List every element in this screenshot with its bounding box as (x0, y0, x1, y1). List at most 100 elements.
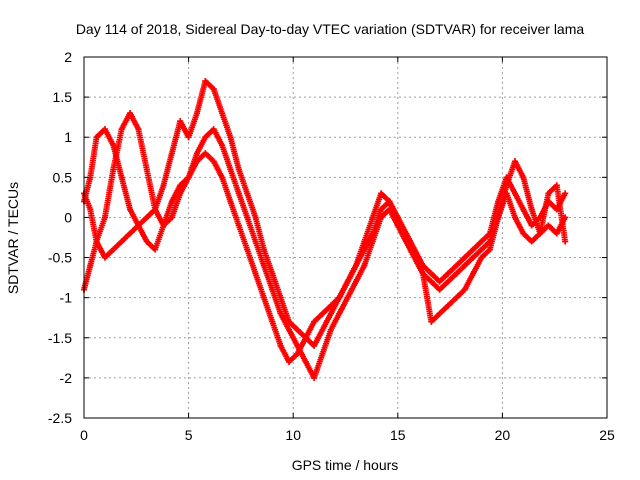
data-point (244, 214, 251, 221)
data-point (110, 142, 117, 149)
y-tick-label: 1.5 (53, 89, 73, 105)
data-point (269, 270, 276, 277)
data-point (428, 318, 435, 325)
data-point (152, 206, 159, 213)
data-point (210, 158, 217, 165)
y-tick-label: 2 (64, 49, 72, 65)
data-point (470, 270, 477, 277)
data-point (101, 214, 108, 221)
data-point (336, 310, 343, 317)
data-point (118, 174, 125, 181)
data-point (495, 214, 502, 221)
data-point (135, 222, 142, 229)
data-point (344, 294, 351, 301)
data-point (202, 78, 209, 85)
data-point (210, 86, 217, 93)
data-point (135, 126, 142, 133)
data-point (252, 214, 259, 221)
data-point (193, 110, 200, 117)
data-point (311, 318, 318, 325)
data-point (219, 110, 226, 117)
data-point (277, 294, 284, 301)
data-point (361, 262, 368, 269)
data-point (101, 254, 108, 261)
data-point (177, 190, 184, 197)
data-point (369, 214, 376, 221)
data-point (436, 278, 443, 285)
data-point (210, 126, 217, 133)
data-point (286, 358, 293, 365)
data-point (110, 246, 117, 253)
data-point (453, 270, 460, 277)
data-point (478, 254, 485, 261)
data-point (319, 350, 326, 357)
data-point (553, 182, 560, 189)
data-point (545, 222, 552, 229)
data-point (127, 206, 134, 213)
data-point (227, 166, 234, 173)
y-tick-label: -2.5 (48, 410, 72, 426)
series-track-3 (81, 78, 569, 349)
plot-frame (83, 56, 608, 419)
x-tick-label: 0 (80, 427, 88, 443)
data-point (302, 358, 309, 365)
data-point (361, 238, 368, 245)
data-point (520, 174, 527, 181)
data-point (143, 166, 150, 173)
data-point (244, 246, 251, 253)
data-point (386, 198, 393, 205)
data-point (327, 310, 334, 317)
data-point (562, 190, 569, 197)
data-point (193, 150, 200, 157)
data-point (286, 318, 293, 325)
data-point (528, 222, 535, 229)
data-point (352, 278, 359, 285)
data-point (244, 190, 251, 197)
data-point (127, 230, 134, 237)
data-point (219, 174, 226, 181)
data-point (511, 190, 518, 197)
axis-ticks: 0 5 10 15 20 25 -2.5 -2 -1.5 -1 -0.5 0 0.5 1 1.5 2 (48, 49, 615, 443)
data-point (553, 230, 560, 237)
data-point (87, 262, 94, 269)
data-point (478, 246, 485, 253)
data-point (537, 214, 544, 221)
data-point (562, 238, 569, 245)
data-point (227, 134, 234, 141)
data-point (294, 326, 301, 333)
data-point (260, 294, 267, 301)
data-point (486, 246, 493, 253)
data-point (319, 310, 326, 317)
data-point (528, 238, 535, 245)
data-point (453, 294, 460, 301)
data-point (445, 270, 452, 277)
data-point (118, 126, 125, 133)
data-point (177, 118, 184, 125)
y-axis-label: SDTVAR / TECUs (5, 182, 21, 294)
data-point (520, 206, 527, 213)
data-point (545, 190, 552, 197)
data-point (219, 142, 226, 149)
y-tick-label: -1.5 (48, 330, 72, 346)
data-point (403, 238, 410, 245)
data-point (252, 238, 259, 245)
x-tick-label: 25 (599, 427, 615, 443)
data-point (160, 182, 167, 189)
data-point (445, 302, 452, 309)
y-tick-label: 0 (64, 209, 72, 225)
x-axis-label: GPS time / hours (292, 457, 399, 473)
data-point (511, 214, 518, 221)
data-point (461, 262, 468, 269)
data-point (419, 270, 426, 277)
data-point (453, 262, 460, 269)
data-point (152, 246, 159, 253)
data-series (81, 78, 569, 381)
data-point (369, 238, 376, 245)
data-point (336, 294, 343, 301)
data-point (143, 238, 150, 245)
data-point (93, 238, 100, 245)
y-tick-label: -0.5 (48, 250, 72, 266)
y-tick-label: -1 (60, 290, 73, 306)
data-point (436, 286, 443, 293)
